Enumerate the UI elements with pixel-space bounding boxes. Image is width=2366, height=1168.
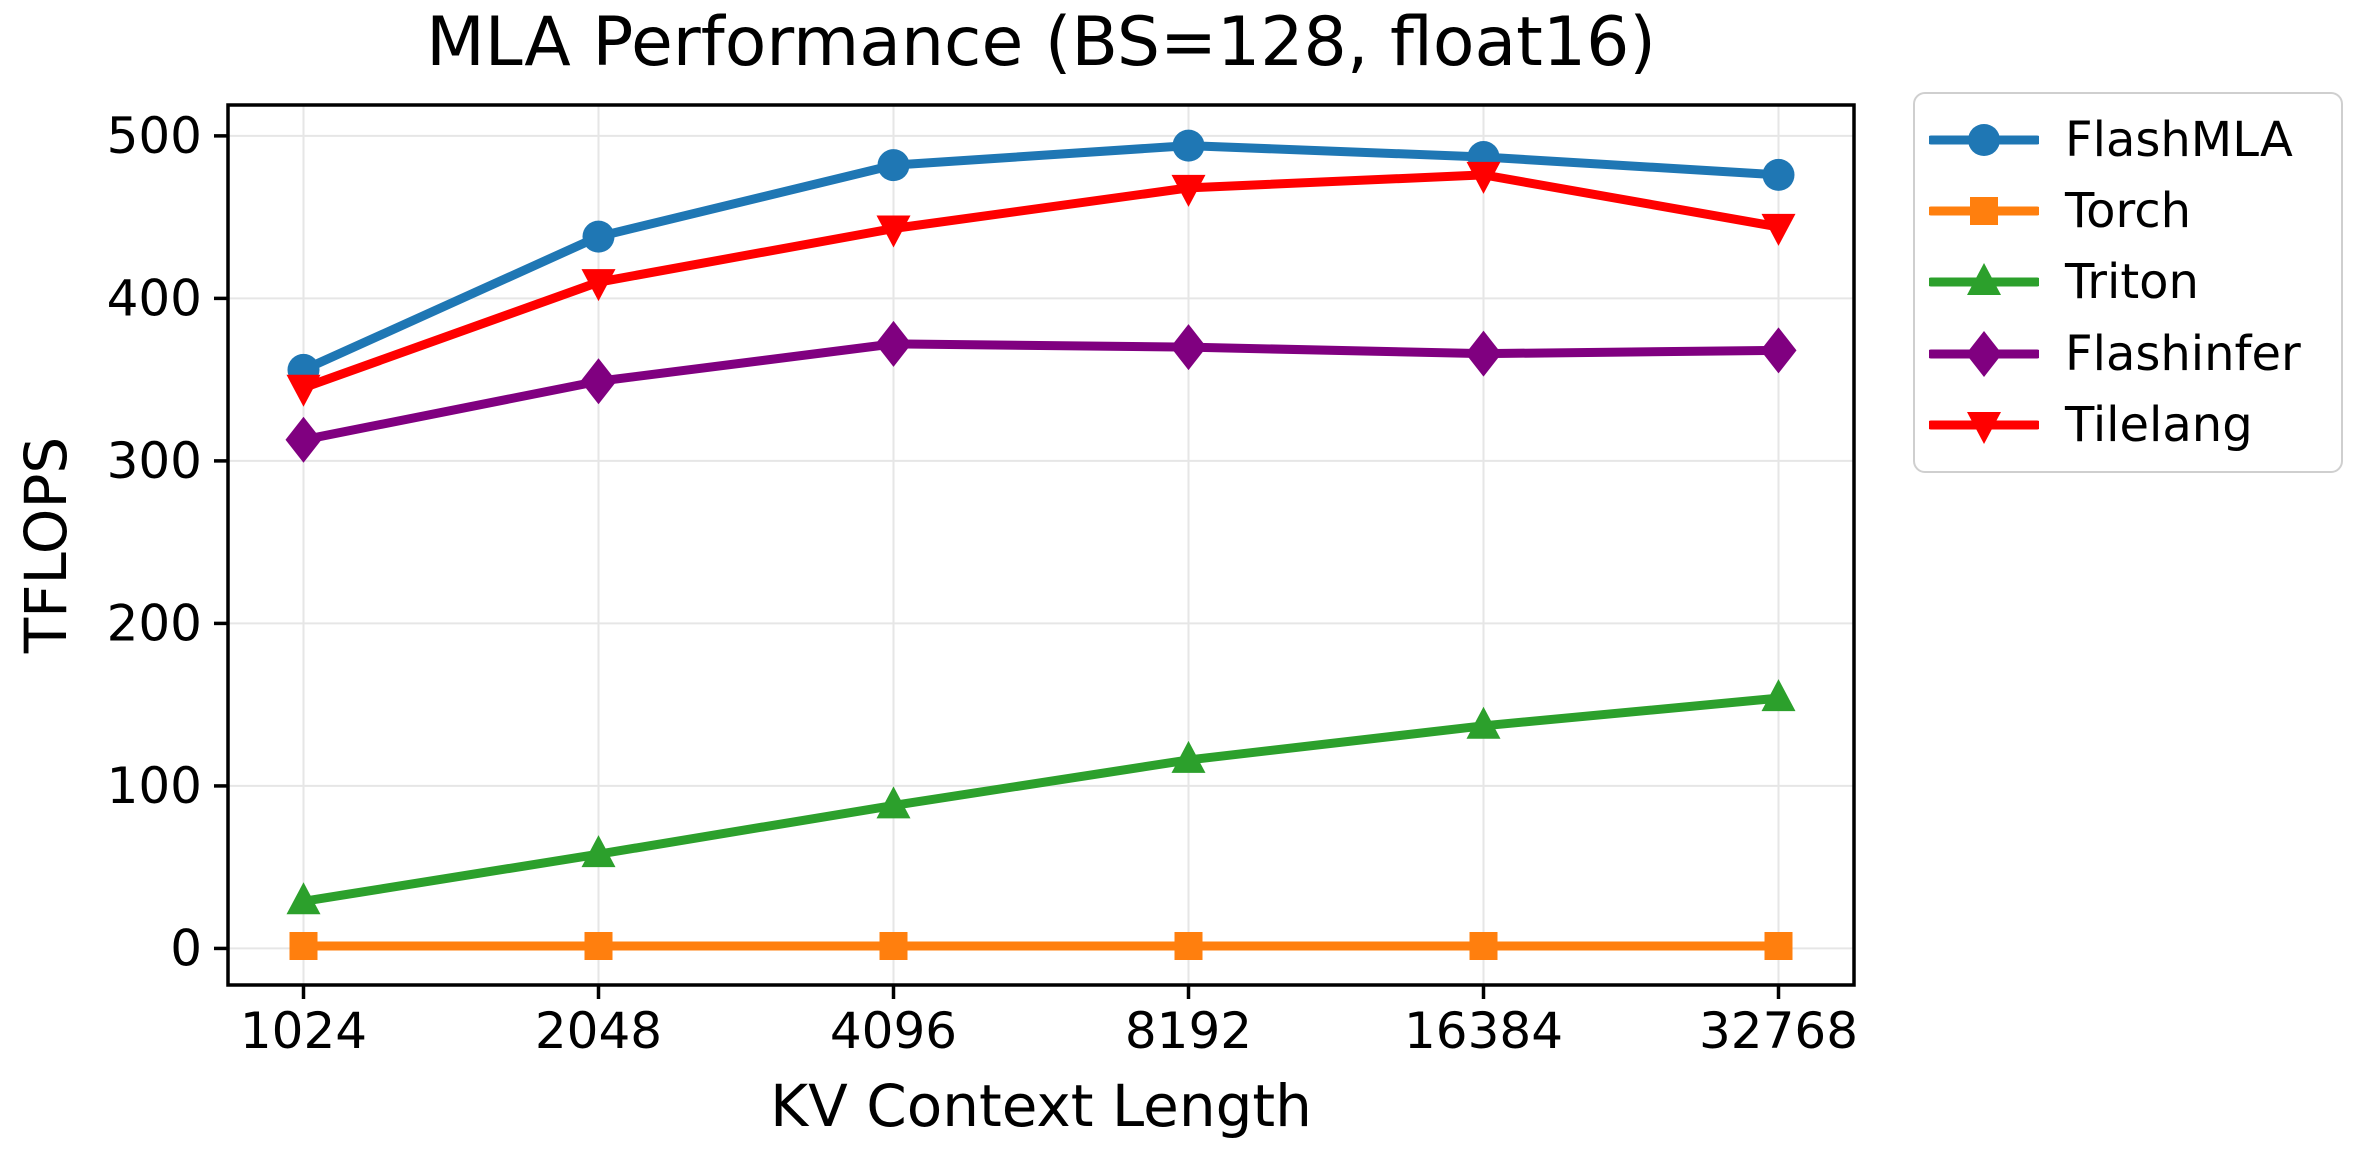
plot-frame [226,103,1856,987]
legend-marker-torch [1929,197,2039,226]
legend: FlashMLA Torch Triton Flashinfer Tilelan… [1913,92,2343,473]
series-line-flashinfer [299,339,1783,445]
data-point-torch-2048 [584,931,613,960]
data-point-tilelang-1024 [286,374,321,407]
legend-marker-flashmla [1929,123,2039,156]
data-point-flashinfer-1024 [285,416,322,463]
legend-label: Tilelang [2065,397,2253,454]
data-point-triton-4096 [876,786,911,819]
y-tick-label: 500 [107,107,202,165]
y-tick-label: 400 [107,269,202,327]
legend-label: FlashMLA [2065,111,2293,168]
x-tick-label: 1024 [240,1002,367,1060]
legend-sample-marker [1970,197,1998,226]
legend-label: Triton [2065,254,2199,311]
legend-sample-marker [1966,330,2002,377]
data-point-tilelang-4096 [876,215,911,248]
data-point-tilelang-32768 [1761,213,1796,246]
data-point-flashinfer-32768 [1760,327,1797,374]
data-point-tilelang-2048 [581,269,616,302]
data-point-torch-16384 [1469,931,1498,960]
legend-marker-tilelang [1929,412,2039,445]
legend-label: Flashinfer [2065,325,2301,382]
data-point-triton-1024 [286,882,321,915]
x-tick-label: 2048 [535,1002,662,1060]
legend-item-torch: Torch [1929,183,2331,239]
legend-marker-triton [1929,263,2039,296]
data-point-flashinfer-16384 [1465,330,1502,377]
y-tick-label: 0 [170,919,202,977]
x-tick-label: 16384 [1404,1002,1563,1060]
x-tick-label: 32768 [1699,1002,1858,1060]
data-point-triton-16384 [1466,706,1501,739]
legend-sample-marker [1967,412,2001,445]
data-point-flashmla-4096 [877,149,910,182]
data-point-torch-4096 [879,931,908,960]
legend-label: Torch [2065,183,2192,240]
data-point-tilelang-8192 [1171,174,1206,207]
legend-item-flashinfer: Flashinfer [1929,326,2331,382]
data-point-tilelang-16384 [1466,161,1501,194]
data-point-triton-32768 [1761,679,1796,712]
series-line-triton [299,693,1783,906]
data-point-triton-2048 [581,835,616,868]
series-line-flashmla [299,141,1783,375]
data-point-torch-1024 [289,931,318,960]
y-tick-label: 200 [107,594,202,652]
data-point-torch-8192 [1174,931,1203,960]
x-axis-label: KV Context Length [770,1072,1312,1140]
data-point-flashmla-2048 [582,220,615,253]
y-tick-label: 100 [107,757,202,815]
data-point-torch-32768 [1764,931,1793,960]
x-tick-label: 4096 [830,1002,957,1060]
data-point-flashmla-8192 [1172,129,1205,162]
data-point-flashinfer-8192 [1170,324,1207,371]
data-point-flashinfer-4096 [875,320,912,367]
data-point-flashinfer-2048 [580,358,617,405]
legend-item-triton: Triton [1929,254,2331,310]
series-line-tilelang [299,170,1783,393]
legend-sample-marker [1967,263,2001,296]
y-tick-label: 300 [107,432,202,490]
legend-marker-flashinfer [1929,330,2039,377]
chart-title: MLA Performance (BS=128, float16) [426,3,1656,82]
legend-item-flashmla: FlashMLA [1929,112,2331,168]
x-tick-label: 8192 [1125,1002,1252,1060]
legend-item-tilelang: Tilelang [1929,397,2331,453]
data-point-triton-8192 [1171,740,1206,773]
legend-sample-marker [1968,123,2000,156]
data-point-flashmla-32768 [1762,158,1795,191]
y-axis-label: TFLOPS [12,436,80,654]
